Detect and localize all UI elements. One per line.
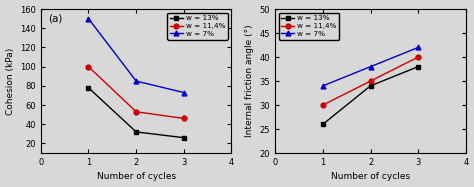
w = 13% — [320, 123, 326, 125]
Line: w = 7%: w = 7% — [320, 45, 420, 88]
Line: w = 13%: w = 13% — [320, 64, 420, 127]
w = 7% — [133, 80, 139, 82]
X-axis label: Number of cycles: Number of cycles — [331, 172, 410, 181]
w = 7% — [368, 65, 374, 68]
Text: (b): (b) — [283, 13, 298, 23]
Line: w = 13%: w = 13% — [86, 85, 186, 140]
w = 11,4% — [415, 56, 421, 58]
w = 11,4% — [86, 65, 91, 68]
w = 7% — [181, 91, 187, 94]
Y-axis label: Internal friction angle (°): Internal friction angle (°) — [245, 25, 254, 137]
Line: w = 11,4%: w = 11,4% — [320, 55, 420, 108]
w = 11,4% — [181, 117, 187, 120]
w = 11,4% — [133, 111, 139, 113]
w = 13% — [415, 65, 421, 68]
w = 13% — [368, 85, 374, 87]
w = 13% — [181, 137, 187, 139]
w = 7% — [320, 85, 326, 87]
Legend: w = 13%, w = 11,4%, w = 7%: w = 13%, w = 11,4%, w = 7% — [279, 13, 339, 39]
X-axis label: Number of cycles: Number of cycles — [97, 172, 176, 181]
Text: (a): (a) — [48, 13, 63, 23]
Legend: w = 13%, w = 11,4%, w = 7%: w = 13%, w = 11,4%, w = 7% — [167, 13, 228, 39]
w = 7% — [415, 46, 421, 49]
Y-axis label: Cohesion (kPa): Cohesion (kPa) — [6, 47, 15, 115]
w = 11,4% — [320, 104, 326, 106]
Line: w = 11,4%: w = 11,4% — [86, 64, 186, 121]
Line: w = 7%: w = 7% — [86, 16, 186, 95]
w = 7% — [86, 18, 91, 20]
w = 11,4% — [368, 80, 374, 82]
w = 13% — [133, 131, 139, 133]
w = 13% — [86, 87, 91, 89]
